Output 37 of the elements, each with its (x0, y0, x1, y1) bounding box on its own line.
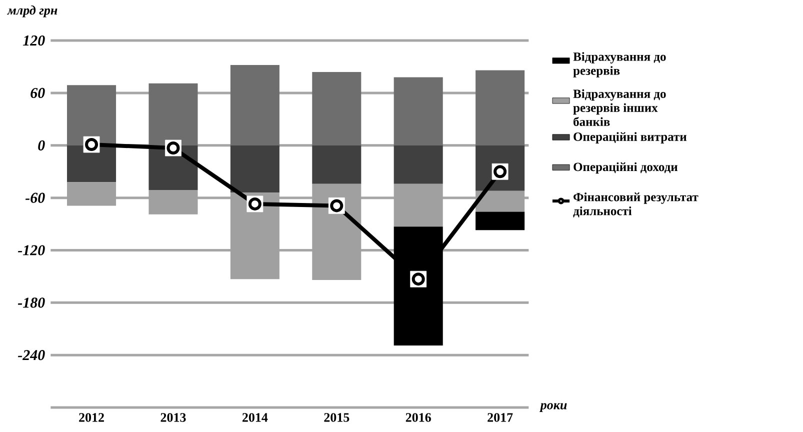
legend-label: Відрахування до резервів (573, 52, 666, 78)
x-axis-title: роки (539, 403, 567, 412)
bar (67, 85, 116, 146)
x-tick-label: 2015 (324, 413, 350, 422)
y-axis-title: млрд грн (7, 6, 58, 18)
legend-label: Операційні витрати (574, 132, 687, 144)
bar (230, 65, 280, 146)
bar (312, 145, 362, 184)
x-tick-label: 2013 (160, 413, 186, 422)
bar (476, 212, 525, 230)
bar (312, 184, 362, 280)
bar (394, 145, 443, 184)
y-tick-label: -60 (25, 192, 45, 203)
bar (230, 145, 280, 193)
bar (148, 83, 198, 146)
bar (394, 77, 443, 146)
bar (230, 192, 280, 280)
y-tick-label: -120 (18, 245, 45, 256)
y-tick-label: 60 (30, 88, 45, 98)
x-tick-label: 2017 (488, 413, 513, 422)
bar (476, 190, 525, 212)
bar (67, 182, 116, 206)
bar (312, 72, 362, 146)
bar (476, 70, 525, 146)
bar (67, 145, 116, 182)
y-tick-label: -180 (18, 298, 45, 308)
x-tick-label: 2016 (406, 413, 431, 422)
x-tick-label: 2014 (242, 413, 268, 422)
y-tick-label: -240 (18, 350, 45, 360)
y-tick-label: 0 (38, 140, 45, 150)
bar (148, 190, 198, 214)
y-tick-label: 120 (22, 35, 45, 46)
legend-label: Операційні доходи (574, 162, 678, 174)
legend-label: Відрахування до резервів інших банків (573, 89, 666, 126)
bar (394, 184, 443, 227)
legend-label: Фінансовий результат діяльності (573, 192, 698, 218)
x-tick-label: 2012 (79, 413, 104, 422)
